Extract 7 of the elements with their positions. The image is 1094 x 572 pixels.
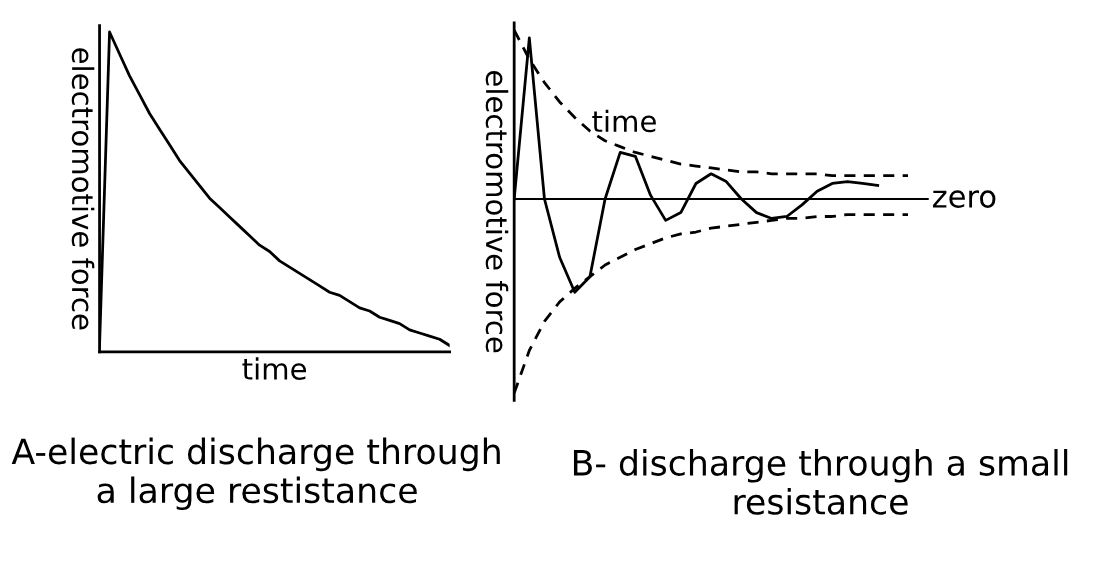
x-axis-title: time [242,357,306,380]
x-axis-title: time [592,109,656,133]
y-axis-title: electromotive force [485,71,509,353]
y-axis-title: electromotive force [71,48,95,330]
ref-line-label: zero [932,190,996,208]
text: A-electric discharge through a large restistance [11,437,500,511]
text: B- discharge through a small resistance [573,449,1068,515]
